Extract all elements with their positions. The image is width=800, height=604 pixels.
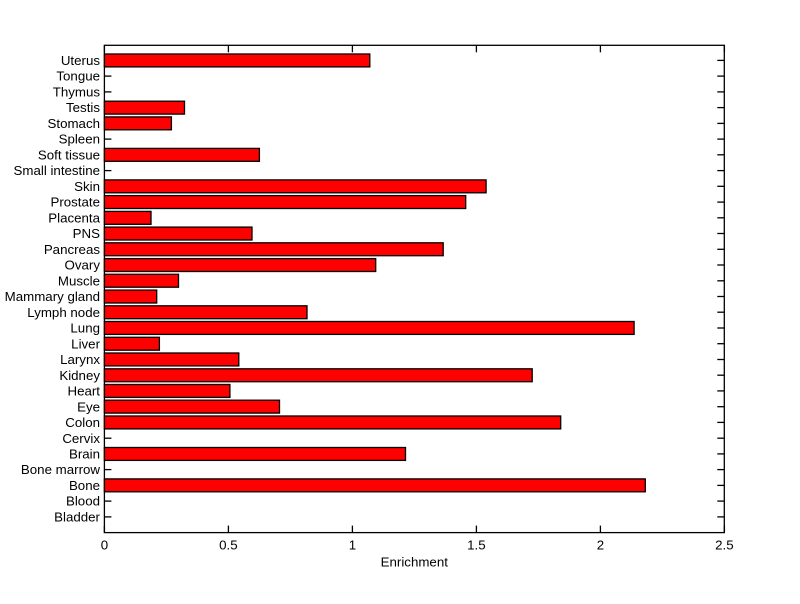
svg-text:Tongue: Tongue <box>56 69 100 84</box>
svg-text:Bladder: Bladder <box>54 510 100 525</box>
svg-text:Lymph node: Lymph node <box>27 305 100 320</box>
svg-text:Blood: Blood <box>66 494 100 509</box>
svg-text:Prostate: Prostate <box>50 195 100 210</box>
svg-text:1: 1 <box>349 538 356 553</box>
svg-text:Testis: Testis <box>66 100 100 115</box>
svg-text:Liver: Liver <box>71 336 100 351</box>
svg-text:Uterus: Uterus <box>61 53 101 68</box>
svg-text:0: 0 <box>101 538 108 553</box>
svg-text:Larynx: Larynx <box>60 352 100 367</box>
svg-text:2.5: 2.5 <box>715 538 734 553</box>
svg-text:0.5: 0.5 <box>219 538 238 553</box>
svg-text:Skin: Skin <box>74 179 100 194</box>
svg-text:Colon: Colon <box>65 415 100 430</box>
svg-text:Bone: Bone <box>69 478 100 493</box>
svg-text:Cervix: Cervix <box>62 431 100 446</box>
svg-text:Placenta: Placenta <box>48 210 100 225</box>
svg-text:Heart: Heart <box>67 384 100 399</box>
svg-text:Lung: Lung <box>70 321 100 336</box>
svg-text:Enrichment: Enrichment <box>381 555 449 570</box>
svg-text:Brain: Brain <box>69 447 100 462</box>
svg-text:Stomach: Stomach <box>48 116 100 131</box>
svg-text:Eye: Eye <box>77 399 100 414</box>
svg-text:Spleen: Spleen <box>59 132 100 147</box>
svg-text:2: 2 <box>597 538 604 553</box>
svg-text:Ovary: Ovary <box>65 258 101 273</box>
svg-text:Soft tissue: Soft tissue <box>38 147 100 162</box>
svg-text:Kidney: Kidney <box>59 368 100 383</box>
svg-text:Mammary gland: Mammary gland <box>5 289 100 304</box>
svg-text:PNS: PNS <box>73 226 100 241</box>
svg-text:Small intestine: Small intestine <box>14 163 100 178</box>
svg-text:Bone marrow: Bone marrow <box>21 462 100 477</box>
svg-text:Pancreas: Pancreas <box>44 242 101 257</box>
svg-text:Muscle: Muscle <box>58 273 100 288</box>
svg-text:1.5: 1.5 <box>467 538 486 553</box>
svg-text:Thymus: Thymus <box>53 85 101 100</box>
